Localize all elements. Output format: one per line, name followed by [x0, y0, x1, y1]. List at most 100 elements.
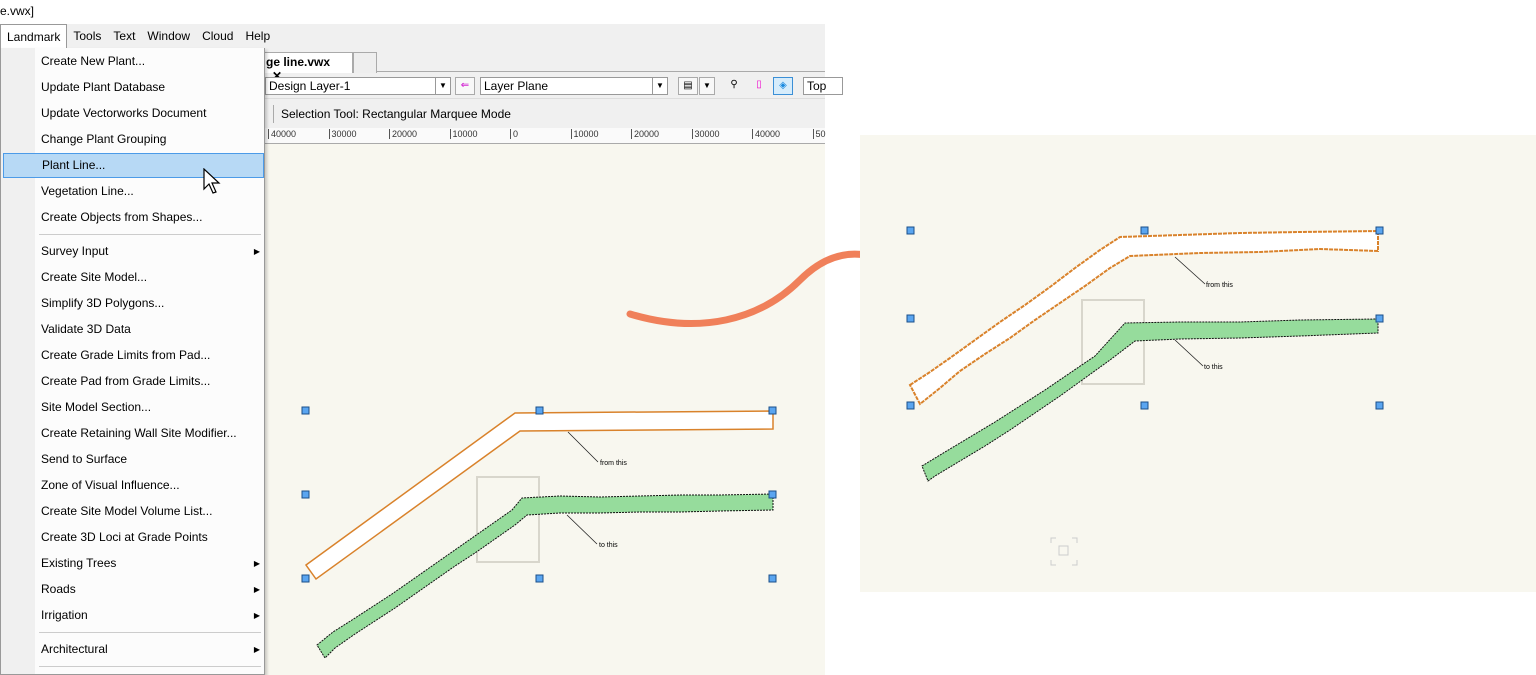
leader-to [1174, 339, 1204, 367]
menu-item-create-objects-from-shapes[interactable]: Create Objects from Shapes... [3, 205, 264, 230]
handle[interactable] [768, 574, 777, 583]
menu-item-update-vectorworks-document[interactable]: Update Vectorworks Document [3, 101, 264, 126]
menu-item-label: Create Pad from Grade Limits... [41, 374, 211, 388]
menu-item-zone-of-visual-influence[interactable]: Zone of Visual Influence... [3, 473, 264, 498]
menu-item-label: Simplify 3D Polygons... [41, 296, 165, 310]
working-plane-icon[interactable]: ▯ [756, 79, 762, 90]
plant-line-result[interactable] [316, 493, 774, 659]
ruler-tick-label: 40000 [268, 129, 296, 139]
menubar-text[interactable]: Text [113, 29, 136, 43]
menu-item-create-grade-limits-from-pad[interactable]: Create Grade Limits from Pad... [3, 343, 264, 368]
menu-item-label: Survey Input [41, 244, 109, 258]
divider [273, 105, 274, 123]
handle[interactable] [1375, 226, 1384, 235]
menu-item-update-plant-database[interactable]: Update Plant Database [3, 75, 264, 100]
page-icon[interactable]: ▤ [678, 77, 698, 95]
vectorworks-window: ge line.vwx ✕ Design Layer-1 ▼ ⇐ Layer Pl… [259, 48, 843, 675]
mode-bar: Selection Tool: Rectangular Marquee Mode [265, 98, 825, 128]
handle[interactable] [301, 406, 310, 415]
menubar-landmark[interactable]: Landmark [0, 24, 68, 48]
menu-item-send-to-surface[interactable]: Send to Surface [3, 447, 264, 472]
menu-item-irrigation[interactable]: Irrigation ▶ [3, 603, 264, 628]
handle[interactable] [301, 574, 310, 583]
horizontal-ruler: 40000 30000 20000 10000 0 10000 20000 30000 4000… [265, 128, 826, 144]
handle[interactable] [768, 406, 777, 415]
ruler-tick-label: 20000 [631, 129, 659, 139]
menu-item-create-new-plant[interactable]: Create New Plant... [3, 49, 264, 74]
window-title: e.vwx] [0, 4, 35, 18]
menu-item-simplify-3d-polygons[interactable]: Simplify 3D Polygons... [3, 291, 264, 316]
view-dropdown[interactable]: Top [803, 77, 843, 95]
label-from: from this [1206, 282, 1233, 289]
menu-item-create-3d-loci-at-grade-points[interactable]: Create 3D Loci at Grade Points [3, 525, 264, 550]
menu-item-label: Update Vectorworks Document [41, 106, 207, 120]
ruler-tick-label: 10000 [570, 129, 599, 139]
menu-item-roads[interactable]: Roads ▶ [3, 577, 264, 602]
menu-item-create-site-model-volume-list[interactable]: Create Site Model Volume List... [3, 499, 264, 524]
menu-item-validate-3d-data[interactable]: Validate 3D Data [3, 317, 264, 342]
menu-item-plant-line[interactable]: Plant Line... [3, 153, 264, 178]
handle[interactable] [535, 574, 544, 583]
menu-separator [39, 666, 261, 667]
handle[interactable] [906, 314, 915, 323]
handle[interactable] [1375, 314, 1384, 323]
menubar-help[interactable]: Help [245, 29, 271, 43]
selection-box [1081, 299, 1145, 385]
handle[interactable] [1140, 226, 1149, 235]
menu-item-architectural[interactable]: Architectural ▶ [3, 637, 264, 662]
handle[interactable] [906, 401, 915, 410]
menu-item-label: Architectural [41, 642, 108, 656]
plant-line-result[interactable] [921, 318, 1379, 482]
drawing-canvas[interactable]: from this to this [265, 144, 825, 675]
handle[interactable] [1140, 401, 1149, 410]
menu-item-create-pad-from-grade-limits[interactable]: Create Pad from Grade Limits... [3, 369, 264, 394]
menubar: Landmark Tools Text Window Cloud Help [0, 24, 825, 48]
submenu-arrow-icon: ▶ [253, 585, 260, 594]
handle[interactable] [1375, 401, 1384, 410]
menubar-tools[interactable]: Tools [73, 29, 102, 43]
result-preview: from this to this [860, 135, 1536, 592]
handle[interactable] [768, 490, 777, 499]
menu-item-label: Change Plant Grouping [41, 132, 167, 146]
view-cube-icon[interactable]: ◈ [773, 77, 793, 95]
handle[interactable] [535, 406, 544, 415]
close-icon[interactable]: ✕ [272, 69, 283, 83]
menubar-cloud[interactable]: Cloud [202, 29, 234, 43]
new-tab-button[interactable] [353, 52, 377, 73]
menu-item-label: Create Grade Limits from Pad... [41, 348, 211, 362]
label-to: to this [1204, 364, 1223, 371]
ruler-tick-label: 30000 [691, 129, 720, 139]
menu-item-label: Existing Trees [41, 556, 117, 570]
menu-item-label: Plant Line... [42, 158, 106, 172]
menu-item-label: Create Retaining Wall Site Modifier... [41, 426, 237, 440]
leader-to [566, 514, 598, 545]
plane-icon[interactable]: ⇐ [455, 77, 475, 95]
menu-item-change-plant-grouping[interactable]: Change Plant Grouping [3, 127, 264, 152]
mouse-cursor-icon [203, 168, 221, 194]
submenu-arrow-icon: ▶ [253, 247, 260, 256]
menu-item-label: Validate 3D Data [41, 322, 131, 336]
menu-item-vegetation-line[interactable]: Vegetation Line... [3, 179, 264, 204]
chevron-down-icon[interactable]: ▼ [699, 77, 715, 95]
menu-item-label: Send to Surface [41, 452, 128, 466]
ruler-tick-label: 20000 [389, 129, 417, 139]
plane-dropdown[interactable]: Layer Plane ▼ [480, 77, 668, 95]
menubar-window[interactable]: Window [147, 29, 191, 43]
landmark-menu: Create New Plant... Update Plant Database… [0, 48, 265, 675]
menu-item-site-model-section[interactable]: Site Model Section... [3, 395, 264, 420]
handle[interactable] [301, 490, 310, 499]
menu-item-create-retaining-wall-site-modifier[interactable]: Create Retaining Wall Site Modifier... [3, 421, 264, 446]
zoom-icon[interactable]: ⚲ [730, 79, 738, 90]
menu-item-existing-trees[interactable]: Existing Trees ▶ [3, 551, 264, 576]
submenu-arrow-icon: ▶ [253, 559, 260, 568]
layer-value: Design Layer-1 [269, 79, 351, 93]
menu-item-create-site-model[interactable]: Create Site Model... [3, 265, 264, 290]
menu-item-survey-input[interactable]: Survey Input ▶ [3, 239, 264, 264]
plant-line-outline[interactable] [304, 410, 774, 581]
plant-line-outline-jagged[interactable] [908, 229, 1379, 406]
handle[interactable] [906, 226, 915, 235]
menu-item-label: Roads [41, 582, 76, 596]
menu-item-label: Vegetation Line... [41, 184, 134, 198]
layer-dropdown[interactable]: Design Layer-1 ▼ [265, 77, 451, 95]
leader-from [1174, 256, 1206, 285]
